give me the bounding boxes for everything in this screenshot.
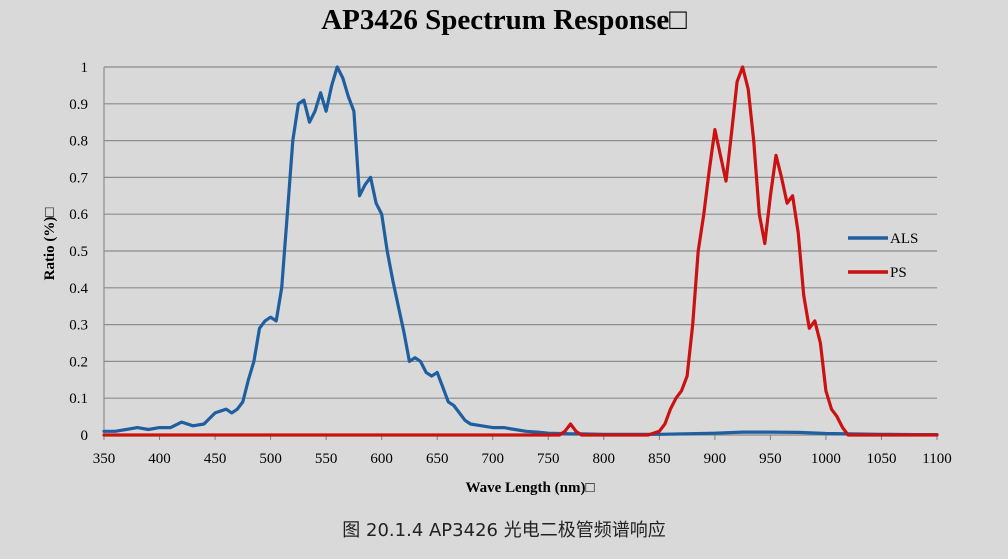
legend-label-als: ALS [890, 231, 918, 247]
x-tick-label: 1000 [811, 451, 841, 467]
x-tick-label: 650 [426, 451, 449, 467]
y-tick-label: 0.8 [69, 134, 88, 150]
y-tick-label: 0.1 [69, 391, 88, 407]
y-tick-label: 1 [81, 60, 89, 76]
x-tick-label: 950 [759, 451, 782, 467]
x-axis-label: Wave Length (nm)□ [465, 480, 594, 496]
y-tick-labels: 0 0.1 0.2 0.3 0.4 0.5 0.6 0.7 0.8 0.9 1 [69, 60, 88, 444]
grid-lines [103, 66, 938, 440]
y-tick-label: 0.3 [69, 318, 88, 334]
x-tick-label: 850 [648, 451, 671, 467]
x-tick-label: 500 [259, 451, 282, 467]
x-tick-label: 1050 [866, 451, 896, 467]
x-tick-label: 750 [537, 451, 560, 467]
x-tick-label: 1100 [922, 451, 951, 467]
series-lines [102, 65, 939, 437]
y-tick-label: 0.5 [69, 244, 88, 260]
x-tick-label: 800 [593, 451, 616, 467]
y-tick-label: 0.9 [69, 97, 88, 113]
chart-title: AP3426 Spectrum Response□ [321, 4, 687, 36]
x-tick-label: 550 [315, 451, 338, 467]
x-tick-labels: 350 400 450 500 550 600 650 700 750 800 850 900 950 1… [93, 451, 952, 467]
y-tick-label: 0.7 [69, 170, 88, 186]
x-tick-label: 700 [481, 451, 504, 467]
x-tick-label: 450 [204, 451, 227, 467]
legend-label-ps: PS [890, 265, 907, 281]
y-tick-label: 0.6 [69, 207, 88, 223]
y-tick-label: 0.4 [69, 281, 88, 297]
y-axis-label: Ratio (%)□ [42, 208, 58, 281]
figure-caption: 图 20.1.4 AP3426 光电二极管频谱响应 [342, 520, 666, 541]
y-tick-label: 0.2 [69, 354, 88, 370]
x-tick-label: 350 [93, 451, 116, 467]
x-tick-label: 900 [704, 451, 727, 467]
y-tick-label: 0 [81, 428, 89, 444]
x-tick-label: 600 [370, 451, 393, 467]
series-line-als [102, 65, 939, 437]
series-line-ps [102, 65, 939, 437]
x-tick-label: 400 [148, 451, 171, 467]
legend: ALS PS [848, 231, 918, 281]
